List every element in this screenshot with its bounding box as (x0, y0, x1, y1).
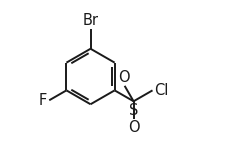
Text: O: O (117, 70, 129, 85)
Text: O: O (127, 120, 139, 135)
Text: S: S (128, 103, 138, 118)
Text: F: F (39, 93, 47, 108)
Text: Br: Br (82, 13, 98, 28)
Text: Cl: Cl (154, 83, 168, 98)
